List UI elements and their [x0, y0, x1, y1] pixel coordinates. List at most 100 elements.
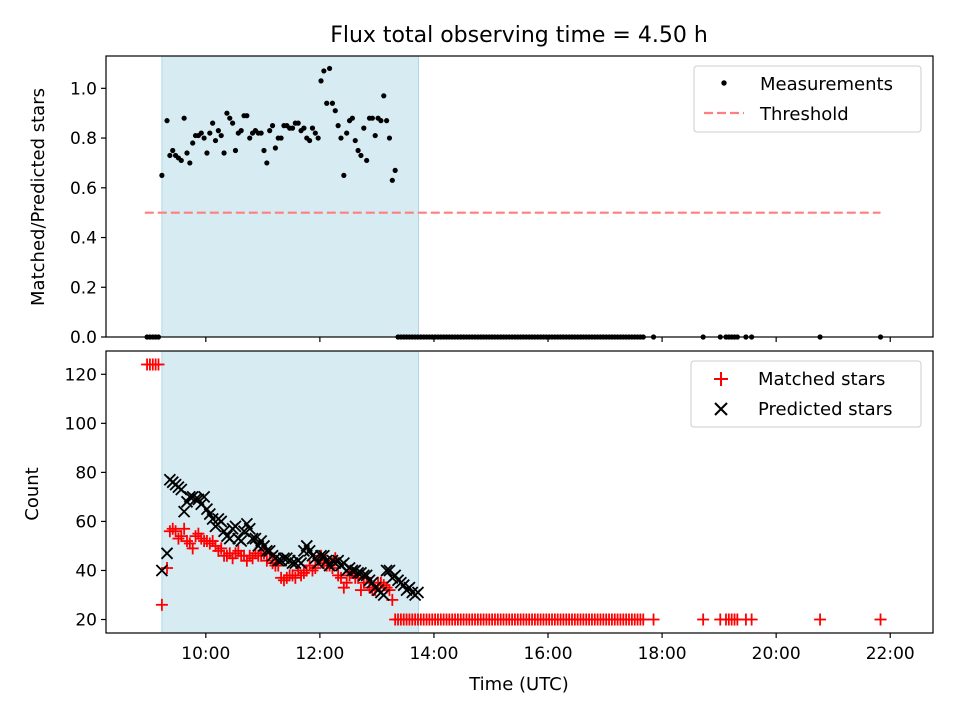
predicted-stars-point-b — [397, 579, 410, 592]
measurement-point — [181, 115, 187, 121]
measurement-point — [244, 113, 250, 119]
matched-stars-point — [220, 549, 233, 562]
predicted-stars-point — [377, 588, 390, 602]
matched-stars-point — [303, 559, 316, 572]
measurement-point — [187, 160, 193, 166]
predicted-stars-point — [197, 490, 211, 504]
measurement-point — [178, 157, 184, 164]
legend-count: Matched stars Predicted stars — [690, 360, 922, 428]
measurement-point — [207, 130, 213, 136]
measurement-point — [301, 125, 307, 131]
predicted-stars-point-b — [300, 539, 313, 553]
measurement-point — [307, 137, 313, 144]
legend-matched-label: Matched stars — [758, 369, 885, 390]
matched-stars-point — [192, 527, 205, 540]
predicted-stars-point-b — [243, 522, 256, 535]
measurement-point — [392, 167, 398, 173]
predicted-stars-point-b — [303, 544, 316, 557]
y-tick-label: 100 — [65, 414, 97, 434]
y-tick-label: 20 — [75, 611, 97, 631]
matched-stars-point — [178, 522, 191, 535]
predicted-stars-point — [294, 556, 308, 570]
matched-stars-point — [180, 535, 193, 548]
measurement-point — [381, 93, 387, 99]
predicted-stars-point-b — [263, 544, 276, 557]
predicted-stars-point-b — [183, 490, 196, 504]
matched-stars-point — [172, 532, 185, 545]
predicted-stars-point-b — [366, 576, 379, 589]
matched-stars-point — [354, 584, 367, 597]
matched-stars-point — [215, 542, 228, 555]
predicted-stars-point — [229, 520, 242, 533]
matched-stars-point — [297, 566, 310, 579]
measurement-point — [386, 135, 393, 141]
predicted-stars-point-b — [380, 564, 393, 577]
predicted-stars-point-b — [377, 588, 390, 602]
measurement-point — [215, 128, 221, 134]
measurement-point — [261, 147, 267, 154]
matched-stars-point — [874, 613, 887, 626]
y-tick-label: 40 — [75, 561, 97, 581]
measurement-point — [164, 118, 170, 124]
matched-stars-point — [814, 613, 827, 626]
legend-ratio-box — [693, 65, 922, 133]
predicted-stars-point-b — [403, 581, 416, 594]
panel-ratio-ylabel: Matched/Predicted stars — [28, 88, 49, 306]
predicted-stars-point-b — [346, 564, 359, 577]
x-tick-label: 16:00 — [524, 644, 573, 664]
matched-stars-point — [212, 544, 225, 557]
matched-stars-point — [195, 532, 208, 545]
measurement-point — [315, 135, 321, 141]
predicted-stars-point-b — [206, 512, 219, 526]
measurement-point — [335, 123, 341, 129]
predicted-stars-point — [312, 556, 325, 570]
predicted-stars-point — [178, 505, 191, 518]
measurement-point — [369, 115, 375, 121]
predicted-stars-point — [215, 515, 228, 528]
matched-stars-point — [183, 537, 196, 550]
x-tick-label: 22:00 — [866, 644, 915, 664]
measurement-point — [372, 132, 378, 139]
measurement-point — [267, 128, 273, 134]
predicted-stars-point-b — [254, 534, 268, 548]
measurement-point — [238, 128, 244, 134]
measurement-point — [309, 125, 316, 131]
measurement-point — [210, 120, 216, 126]
measurement-point — [218, 132, 224, 139]
panel-ratio-points — [144, 65, 884, 340]
matched-stars-point — [161, 562, 174, 575]
panel-count-frame — [105, 350, 934, 634]
measurement-point — [221, 150, 227, 156]
measurement-point — [258, 130, 264, 136]
measurement-point — [312, 130, 318, 136]
panel-count-ylabel: Count — [22, 467, 43, 520]
measurement-point — [321, 68, 327, 74]
y-tick-label: 0.8 — [70, 129, 97, 149]
predicted-stars-point-b — [200, 503, 214, 516]
measurement-point — [338, 135, 344, 141]
matched-stars-point — [745, 613, 758, 626]
matched-stars-point — [209, 539, 222, 552]
measurement-point — [361, 125, 367, 131]
measurement-point — [247, 135, 253, 141]
matched-stars-point — [295, 569, 308, 582]
predicted-stars-point-b — [155, 564, 169, 577]
panel-ratio-frame — [105, 55, 934, 338]
y-tick-label: 0.6 — [70, 179, 97, 199]
measurement-point — [201, 135, 207, 141]
x-tick-label: 20:00 — [752, 644, 801, 664]
measurement-point — [184, 150, 190, 156]
measurement-point — [264, 160, 270, 166]
matched-stars-point — [697, 613, 710, 626]
legend-ratio: Measurements Threshold — [693, 65, 922, 133]
matched-stars-point — [246, 552, 259, 565]
measurement-point — [278, 135, 284, 141]
predicted-stars-point — [160, 547, 174, 560]
panel-ratio-y-ticks: 0.0 0.2 0.4 0.6 0.8 1.0 — [70, 79, 106, 348]
predicted-stars-point — [206, 512, 219, 526]
predicted-stars-point-b — [197, 490, 211, 504]
panel-ratio: 0.0 0.2 0.4 0.6 0.8 1.0 Matched/Predicted sta… — [28, 55, 934, 348]
panel-count-points — [141, 358, 887, 626]
predicted-stars-point — [243, 522, 256, 535]
legend-measurements-marker — [721, 80, 727, 86]
